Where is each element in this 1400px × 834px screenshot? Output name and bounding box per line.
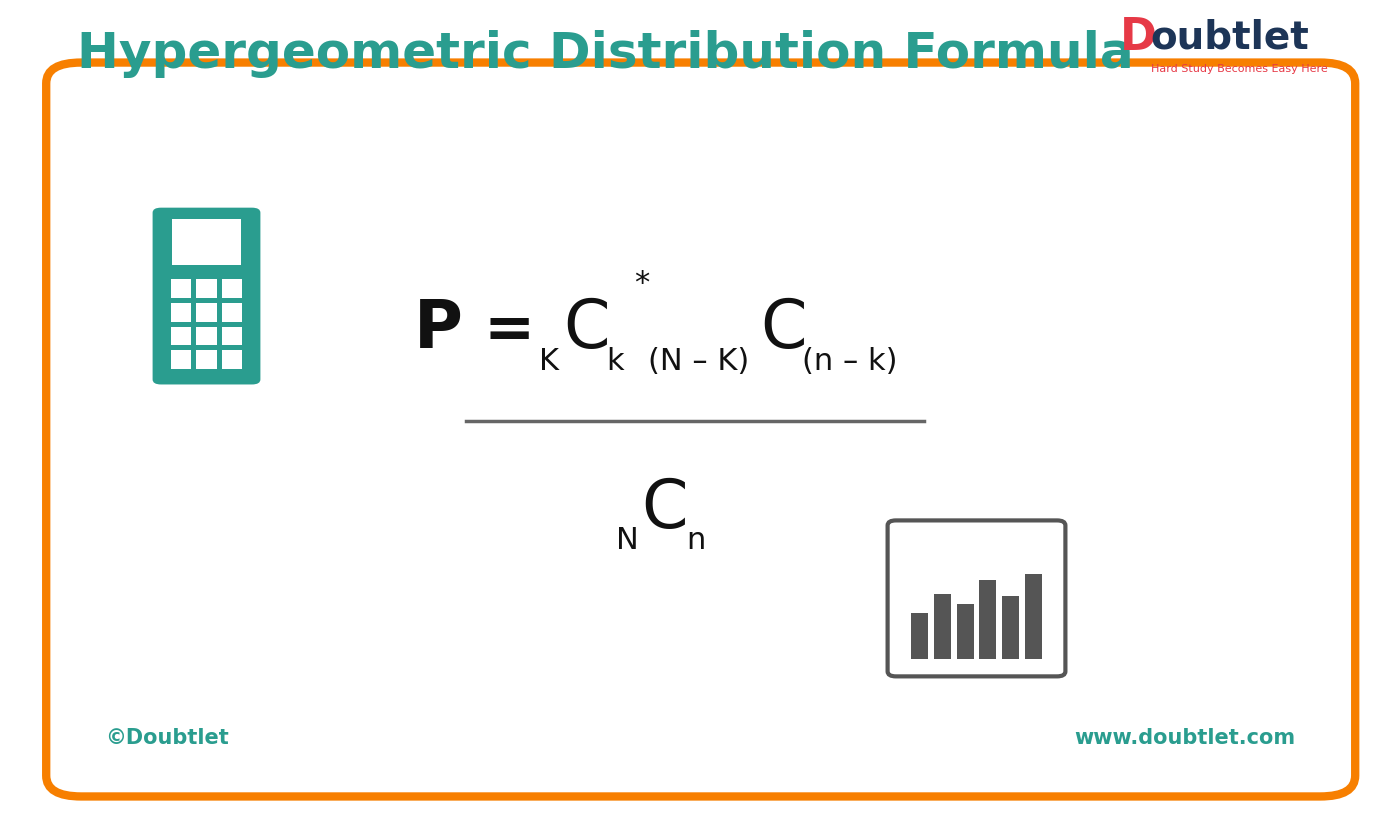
Text: K: K: [539, 347, 559, 375]
Bar: [171, 350, 190, 369]
Bar: [171, 279, 190, 298]
Bar: [196, 326, 217, 345]
Bar: [956, 605, 973, 659]
Text: n: n: [686, 526, 706, 555]
Text: C: C: [760, 296, 806, 363]
Text: Hypergeometric Distribution Formula: Hypergeometric Distribution Formula: [77, 30, 1134, 78]
Bar: [934, 594, 951, 659]
Text: ©Doubtlet: ©Doubtlet: [105, 728, 228, 748]
Bar: [223, 303, 242, 321]
Bar: [196, 279, 217, 298]
Bar: [980, 580, 997, 659]
Text: (N – K): (N – K): [648, 347, 749, 375]
FancyBboxPatch shape: [153, 208, 260, 384]
Bar: [223, 279, 242, 298]
Text: $\mathbf{P}$: $\mathbf{P}$: [413, 296, 461, 363]
Bar: [171, 326, 190, 345]
Text: C: C: [641, 475, 687, 542]
Bar: [172, 219, 241, 265]
FancyBboxPatch shape: [46, 63, 1355, 796]
Text: C: C: [563, 296, 609, 363]
Text: Hard Study Becomes Easy Here: Hard Study Becomes Easy Here: [1151, 64, 1327, 74]
Text: oubtlet: oubtlet: [1151, 18, 1309, 57]
Text: $\mathbf{=}$: $\mathbf{=}$: [472, 300, 531, 359]
Text: D: D: [1120, 16, 1156, 59]
FancyBboxPatch shape: [888, 520, 1065, 676]
Text: N: N: [616, 526, 638, 555]
Text: (n – k): (n – k): [802, 347, 897, 375]
Bar: [171, 303, 190, 321]
Text: www.doubtlet.com: www.doubtlet.com: [1074, 728, 1295, 748]
Bar: [910, 613, 928, 659]
Text: *: *: [634, 269, 650, 298]
Bar: [1002, 595, 1019, 659]
Bar: [196, 350, 217, 369]
Bar: [1025, 574, 1043, 659]
Bar: [196, 303, 217, 321]
Text: k: k: [606, 347, 624, 375]
Bar: [223, 326, 242, 345]
Bar: [223, 350, 242, 369]
